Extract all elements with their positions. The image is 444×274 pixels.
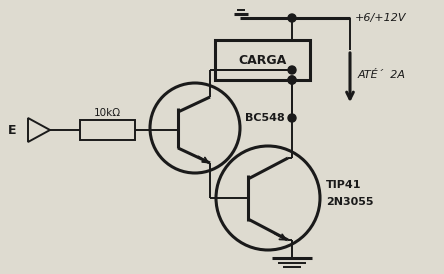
Text: CARGA: CARGA [238, 53, 287, 67]
Text: 2N3055: 2N3055 [326, 197, 373, 207]
Text: E: E [8, 124, 16, 136]
Bar [215, 40, 310, 80]
Text: BC548: BC548 [245, 113, 285, 123]
Text: TIP41: TIP41 [326, 180, 361, 190]
Circle shape [288, 114, 296, 122]
Text: 10kΩ: 10kΩ [94, 108, 121, 118]
Circle shape [288, 76, 296, 84]
Circle shape [288, 76, 296, 84]
Circle shape [288, 66, 296, 74]
Circle shape [288, 14, 296, 22]
Circle shape [289, 67, 295, 73]
Text: +6/+12V: +6/+12V [355, 13, 407, 23]
Bar [80, 120, 135, 140]
Text: ATÉ´  2A: ATÉ´ 2A [358, 70, 406, 80]
